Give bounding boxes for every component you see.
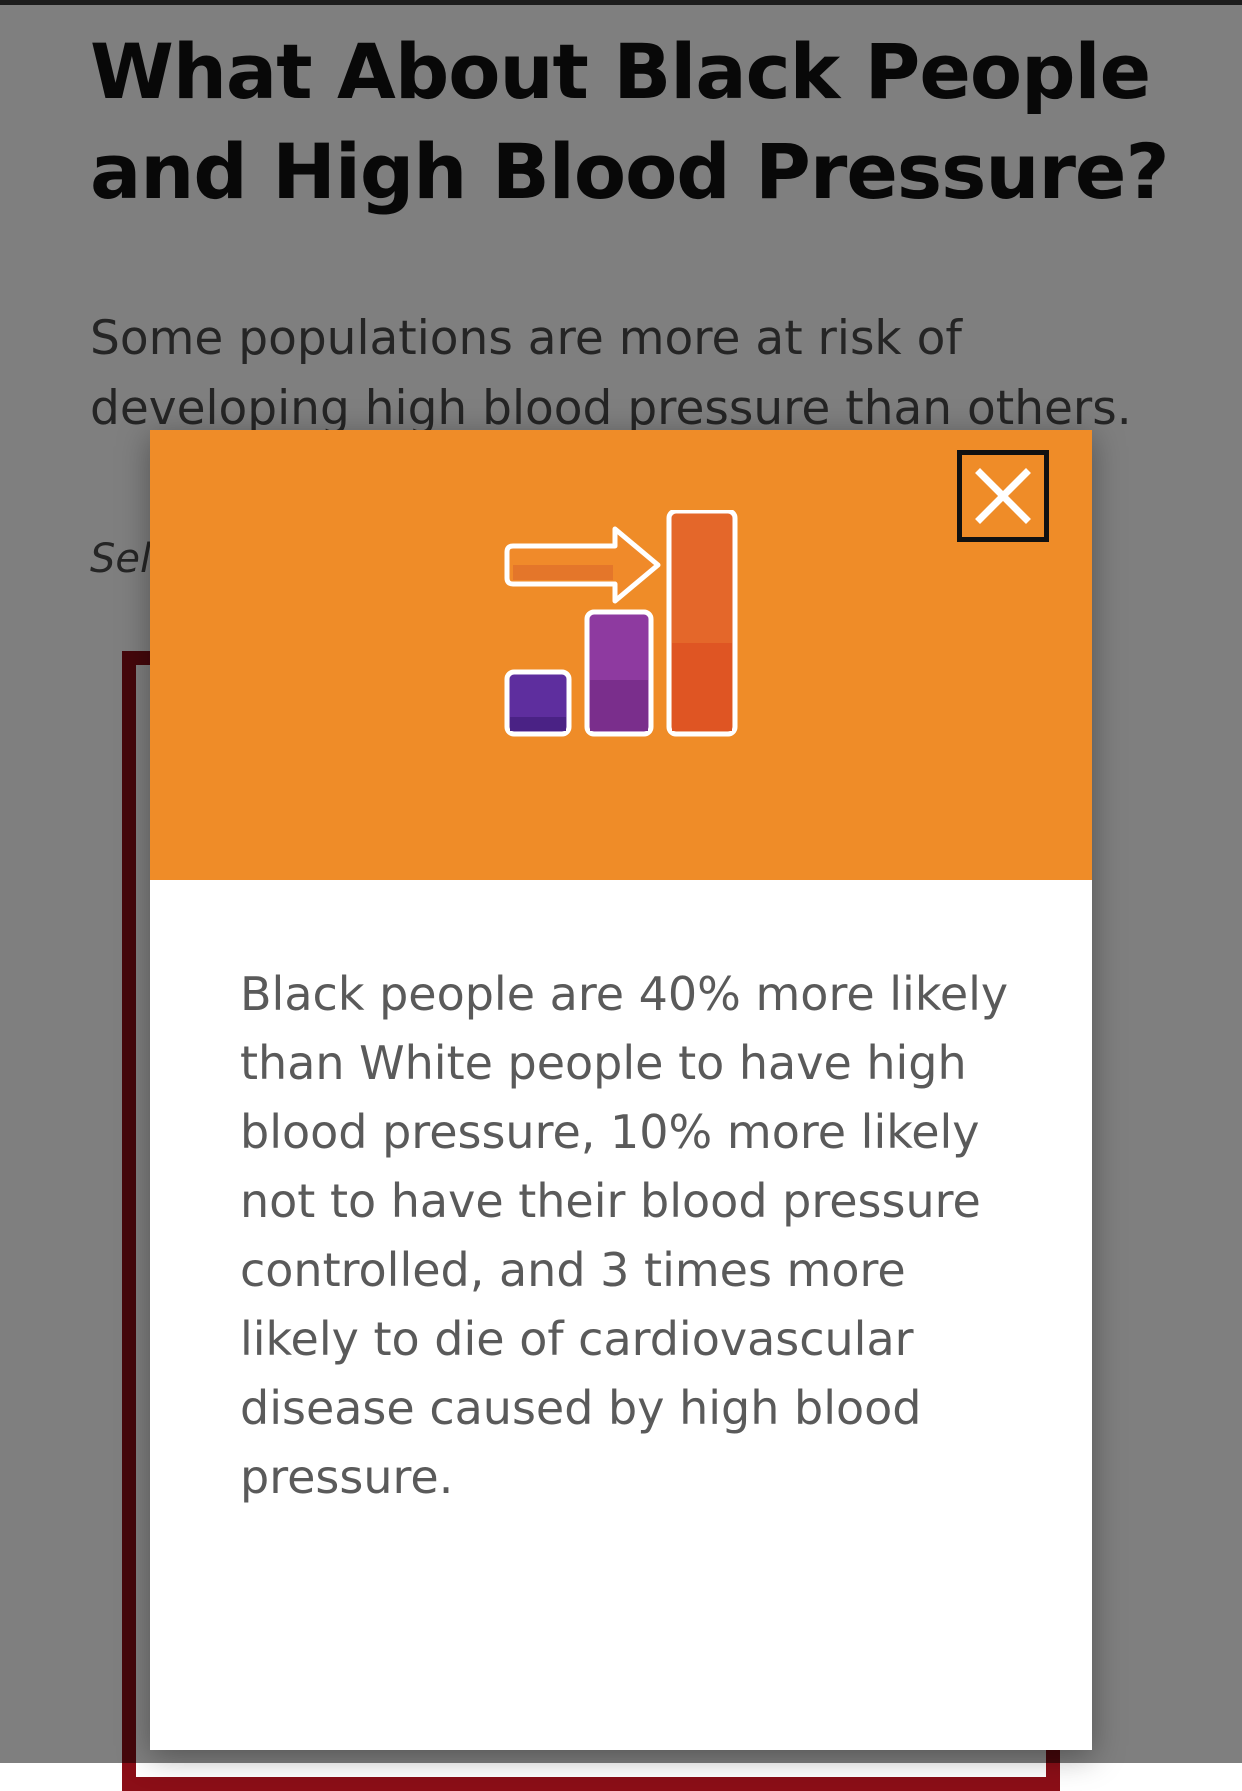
rising-bar-chart-with-arrow-icon: [503, 508, 743, 754]
close-button[interactable]: [957, 450, 1049, 542]
info-modal: Black people are 40% more likely than Wh…: [150, 430, 1092, 1750]
modal-body-text: Black people are 40% more likely than Wh…: [240, 967, 1009, 1504]
modal-header: [150, 430, 1092, 880]
close-x-icon: [975, 468, 1031, 524]
